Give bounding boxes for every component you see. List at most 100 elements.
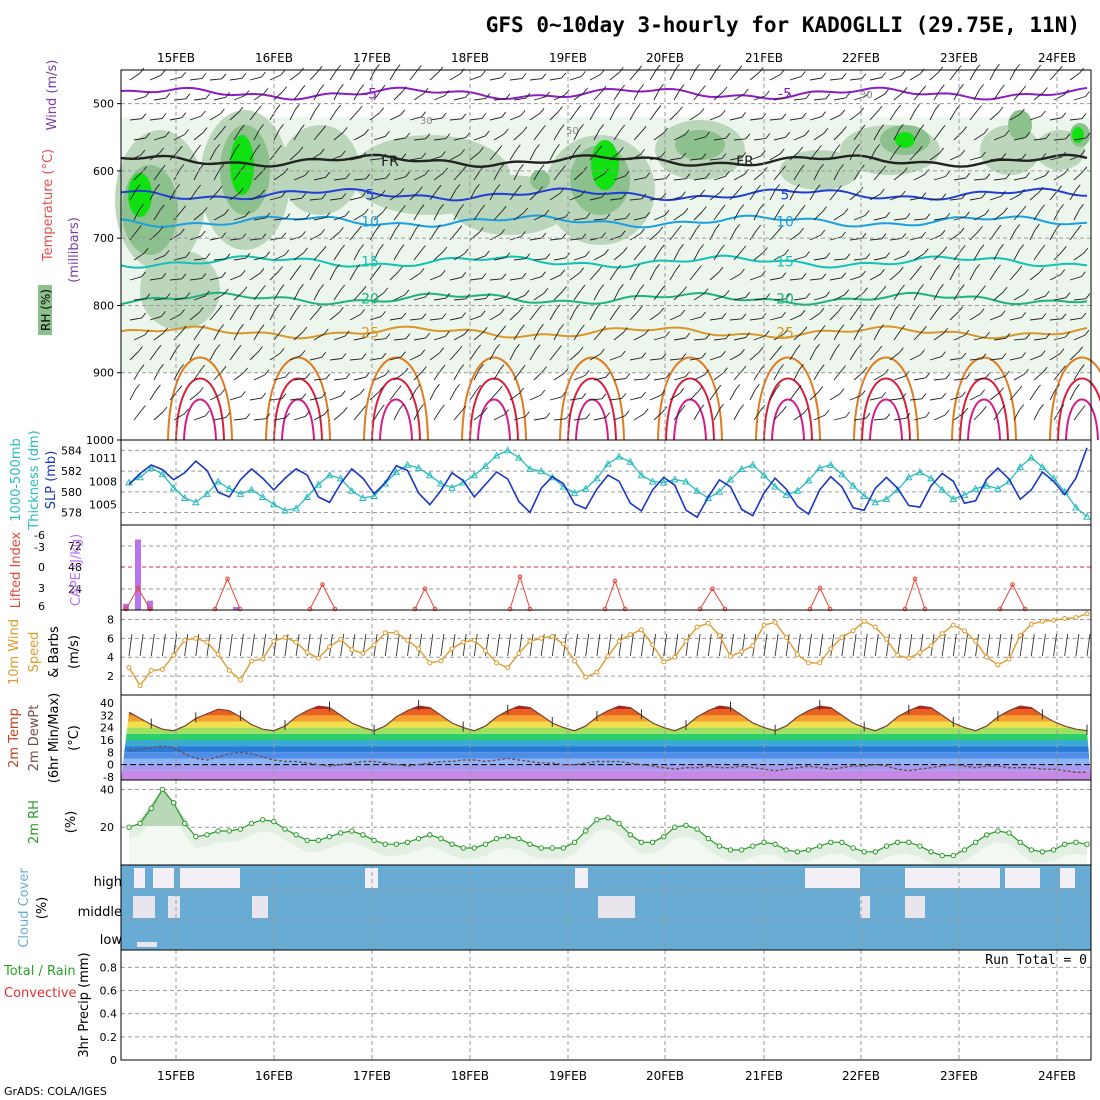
wind-barb-flag bbox=[200, 230, 206, 237]
wind-barb bbox=[453, 369, 461, 381]
wind-barb bbox=[133, 171, 143, 181]
rh-point bbox=[182, 820, 188, 827]
rh-fill-inner bbox=[129, 800, 1087, 865]
wind-barb-flag bbox=[541, 232, 547, 239]
wind-barb-flag bbox=[260, 189, 266, 196]
wind-barb-flag bbox=[839, 324, 845, 330]
wind-barb bbox=[669, 314, 682, 321]
wind-barb bbox=[533, 258, 546, 261]
wind-barb-flag bbox=[179, 228, 185, 235]
wind-barb-flag bbox=[1055, 384, 1060, 390]
wind-barb bbox=[953, 216, 966, 221]
wind-barb-flag bbox=[205, 93, 211, 99]
wind-barb bbox=[529, 149, 536, 161]
wind-barb-flag bbox=[676, 225, 682, 231]
cloud-high-cell bbox=[1005, 868, 1040, 888]
wind-barb-flag bbox=[843, 208, 849, 214]
wind-barb-flag bbox=[461, 312, 467, 318]
wind-barb-flag bbox=[735, 384, 741, 390]
wind-barb-flag bbox=[659, 307, 665, 314]
wind-barb bbox=[1069, 72, 1080, 81]
lifted-index-point bbox=[1010, 582, 1015, 587]
wind-speed-point bbox=[995, 662, 1001, 668]
warm-contour bbox=[1057, 377, 1100, 441]
wind-barb bbox=[1069, 189, 1077, 201]
thickness-point bbox=[826, 460, 835, 468]
wind-barb bbox=[989, 111, 1000, 121]
wind-barb-flag bbox=[501, 205, 507, 212]
wind-barb bbox=[433, 172, 444, 181]
surface-wind-barb bbox=[852, 633, 857, 657]
wind-barb-flag bbox=[236, 345, 242, 351]
wind-barb bbox=[273, 91, 283, 101]
wind-barb bbox=[613, 175, 626, 181]
wind-barb bbox=[129, 276, 142, 281]
wind-barb-flag bbox=[339, 84, 344, 90]
wind-barb bbox=[493, 210, 503, 221]
y-tick-label: 500 bbox=[93, 98, 114, 111]
wind-barb bbox=[293, 90, 302, 101]
wind-speed-point bbox=[249, 658, 254, 664]
wind-barb-flag bbox=[581, 233, 587, 239]
wind-barb-flag bbox=[295, 104, 300, 110]
wind-barb bbox=[953, 177, 966, 181]
wind-barb-flag bbox=[180, 309, 185, 315]
wind-barb bbox=[389, 271, 399, 281]
wind-barb bbox=[969, 69, 977, 81]
wind-barb bbox=[1013, 210, 1023, 221]
wind-barb bbox=[133, 410, 142, 421]
wind-barb bbox=[609, 235, 622, 241]
wind-barb bbox=[809, 234, 822, 241]
thickness-point bbox=[470, 471, 479, 479]
wind-barb-flag bbox=[920, 349, 926, 355]
wind-barb-flag bbox=[360, 309, 365, 315]
wind-barb bbox=[793, 297, 806, 301]
wind-barb bbox=[669, 111, 679, 121]
surface-wind-barb bbox=[451, 633, 456, 657]
lifted-index-point bbox=[212, 606, 218, 612]
wind-barb bbox=[873, 216, 886, 221]
wind-barb-flag bbox=[160, 165, 166, 171]
wind-barb bbox=[589, 74, 601, 81]
cloud-mid-cell bbox=[598, 896, 635, 918]
wind-barb bbox=[473, 369, 480, 381]
wind-barb bbox=[169, 278, 182, 281]
wind-barb-flag bbox=[525, 411, 530, 417]
wind-barb-flag bbox=[165, 131, 170, 137]
wind-barb-flag bbox=[580, 324, 585, 331]
wind-barb-flag bbox=[661, 353, 667, 359]
wind-barb-flag bbox=[1024, 368, 1029, 375]
wind-barb bbox=[493, 369, 501, 381]
temp-tick: 0 bbox=[107, 759, 114, 772]
wind-barb bbox=[209, 349, 217, 361]
wind-barb-flag bbox=[921, 326, 927, 332]
wind-barb bbox=[269, 109, 277, 121]
wind-barb-flag bbox=[641, 391, 646, 398]
wind-barb-flag bbox=[900, 190, 906, 197]
wind-barb-flag bbox=[679, 84, 685, 90]
wind-barb-flag bbox=[541, 73, 547, 79]
wind-speed-point bbox=[772, 619, 778, 625]
wind-barb bbox=[153, 411, 164, 421]
wind-barb-flag bbox=[396, 385, 402, 391]
wind-barb bbox=[869, 149, 877, 161]
wind-barb-flag bbox=[839, 388, 845, 394]
wind-barb bbox=[893, 375, 906, 381]
wind-speed-point bbox=[159, 667, 165, 672]
wind-barb bbox=[309, 234, 321, 241]
wind-barb bbox=[1049, 117, 1062, 121]
wind-barb-flag bbox=[881, 165, 887, 172]
precip-axis-label: 3hr Precip (mm) bbox=[77, 952, 92, 1057]
wind-barb bbox=[233, 257, 246, 261]
wind-barb bbox=[353, 178, 366, 181]
wind-barb-flag bbox=[965, 172, 971, 179]
wind-barb-flag bbox=[342, 127, 348, 133]
thickness-point bbox=[971, 484, 980, 492]
wind-barb-flag bbox=[301, 231, 306, 237]
wind-barb-flag bbox=[695, 224, 701, 230]
wind-barb bbox=[869, 193, 881, 201]
wind-barb-flag bbox=[1061, 365, 1066, 371]
wind-barb bbox=[853, 258, 866, 261]
wind-barb-flag bbox=[842, 126, 847, 132]
wind-barb bbox=[569, 272, 580, 281]
